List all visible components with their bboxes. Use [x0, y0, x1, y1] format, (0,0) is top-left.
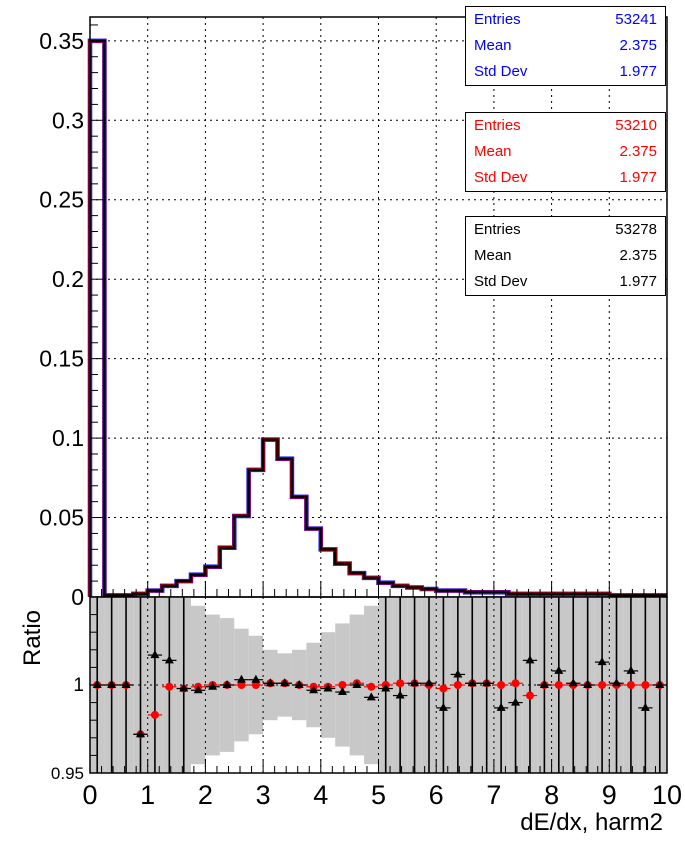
ratio-point-triangle: [453, 669, 463, 678]
ratio-point-triangle: [309, 685, 319, 694]
y-tick-label: 0.3: [52, 107, 84, 133]
x-axis-label: dE/dx, harm2: [520, 809, 663, 836]
ratio-point-triangle: [150, 650, 160, 659]
ratio-point-triangle: [179, 683, 189, 692]
x-tick-label: 6: [429, 780, 444, 810]
ratio-point-triangle: [121, 680, 131, 688]
ratio-point-triangle: [467, 678, 477, 687]
y-tick-label: 0.1: [52, 425, 84, 451]
main-axes: 0 0.05 0.1 0.15 0.2 0.25 0.3 0.35: [39, 16, 668, 610]
ratio-point-triangle: [539, 680, 549, 688]
ratio-point-circle: [641, 681, 650, 689]
ratio-point-triangle: [294, 680, 304, 688]
ratio-point-circle: [150, 710, 159, 719]
ratio-point-triangle: [265, 678, 275, 687]
ratio-y-tick-label: 0.95: [51, 764, 84, 783]
x-tick-label: 4: [313, 780, 328, 810]
ratio-point-circle: [525, 691, 534, 700]
ratio-point-triangle: [496, 702, 506, 711]
ratio-point-triangle: [626, 665, 636, 674]
ratio-point-triangle: [135, 729, 145, 738]
ratio-point-triangle: [323, 683, 333, 692]
ratio-point-circle: [453, 681, 462, 689]
ratio-point-triangle: [583, 680, 593, 688]
ratio-axis-label: Ratio: [19, 610, 46, 666]
stat-row-std-dev: Std Dev 1.977: [474, 63, 657, 80]
ratio-point-triangle: [251, 674, 261, 683]
ratio-point-triangle: [236, 674, 246, 683]
ratio-point-circle: [367, 682, 376, 691]
ratio-point-circle: [165, 682, 174, 691]
y-tick-label: 0.2: [52, 266, 84, 292]
x-tick-label: 5: [371, 780, 386, 810]
stat-row-std-dev: Std Dev 1.977: [474, 273, 657, 290]
ratio-point-circle: [626, 681, 635, 689]
x-tick-label: 0: [82, 780, 97, 810]
x-tick-label: 2: [198, 780, 213, 810]
stat-box-black: Entries 53278 Mean 2.375 Std Dev 1.977: [465, 216, 666, 296]
y-tick-label: 0.35: [39, 28, 84, 54]
ratio-point-circle: [237, 681, 246, 689]
x-tick-label: 10: [652, 780, 682, 810]
ratio-point-triangle: [640, 702, 650, 711]
x-tick-label: 9: [602, 780, 617, 810]
ratio-point-triangle: [568, 678, 578, 687]
ratio-point-triangle: [164, 655, 174, 664]
ratio-point-triangle: [655, 680, 665, 688]
ratio-point-circle: [338, 681, 347, 689]
x-tick-label: 1: [140, 780, 155, 810]
y-tick-label: 0.15: [39, 346, 84, 372]
stat-row-entries: Entries 53241: [474, 11, 657, 28]
ratio-point-triangle: [424, 678, 434, 687]
ratio-point-circle: [511, 679, 520, 688]
main-grid: [90, 17, 667, 597]
ratio-point-circle: [598, 681, 607, 689]
ratio-point-triangle: [337, 687, 347, 696]
y-tick-label: 0: [71, 584, 84, 610]
y-tick-label: 0.05: [39, 505, 84, 531]
ratio-point-triangle: [193, 685, 203, 694]
stat-row-entries: Entries 53278: [474, 221, 657, 238]
stat-row-mean: Mean 2.375: [474, 143, 657, 160]
ratio-point-triangle: [525, 655, 535, 664]
ratio-point-triangle: [381, 683, 391, 692]
ratio-points: [90, 650, 667, 739]
ratio-point-triangle: [554, 665, 564, 674]
ratio-point-circle: [251, 681, 260, 689]
ratio-point-triangle: [352, 680, 362, 688]
stat-box-red: Entries 53210 Mean 2.375 Std Dev 1.977: [465, 112, 666, 192]
stat-row-mean: Mean 2.375: [474, 37, 657, 54]
ratio-point-triangle: [438, 702, 448, 711]
stat-row-mean: Mean 2.375: [474, 247, 657, 264]
ratio-point-triangle: [482, 678, 492, 687]
stat-row-std-dev: Std Dev 1.977: [474, 169, 657, 186]
ratio-point-circle: [497, 681, 506, 689]
ratio-point-triangle: [597, 657, 607, 666]
ratio-point-triangle: [612, 678, 622, 687]
x-tick-label: 8: [544, 780, 559, 810]
ratio-point-triangle: [107, 680, 117, 688]
histogram-series-2: [88, 39, 667, 597]
ratio-point-triangle: [92, 680, 102, 688]
ratio-y-tick-label: 1: [73, 675, 84, 696]
main-histograms: [87, 38, 667, 598]
ratio-point-triangle: [410, 678, 420, 687]
ratio-point-circle: [439, 684, 448, 693]
x-tick-label: 3: [256, 780, 271, 810]
y-tick-label: 0.25: [39, 187, 84, 213]
ratio-point-triangle: [208, 681, 218, 690]
stat-box-blue: Entries 53241 Mean 2.375 Std Dev 1.977: [465, 6, 666, 86]
ratio-point-circle: [554, 681, 563, 689]
ratio-point-triangle: [280, 678, 290, 687]
ratio-point-triangle: [511, 697, 521, 706]
ratio-point-triangle: [222, 680, 232, 688]
ratio-point-circle: [396, 679, 405, 688]
ratio-point-triangle: [366, 692, 376, 701]
ratio-point-triangle: [395, 690, 405, 699]
stat-row-entries: Entries 53210: [474, 117, 657, 134]
x-tick-label: 7: [486, 780, 501, 810]
